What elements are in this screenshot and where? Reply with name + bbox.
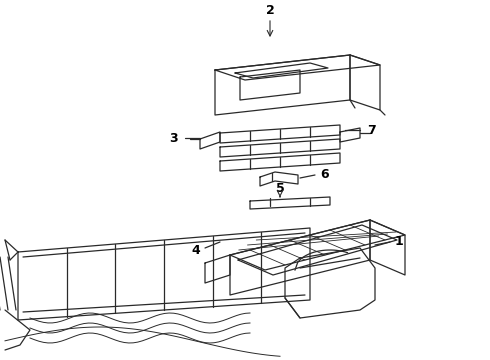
Text: 1: 1 — [395, 234, 404, 248]
Text: 2: 2 — [266, 4, 274, 17]
Text: 7: 7 — [367, 123, 376, 136]
Text: 4: 4 — [191, 243, 200, 257]
Text: 3: 3 — [170, 131, 178, 144]
Text: 5: 5 — [275, 181, 284, 194]
Text: 6: 6 — [320, 167, 329, 180]
